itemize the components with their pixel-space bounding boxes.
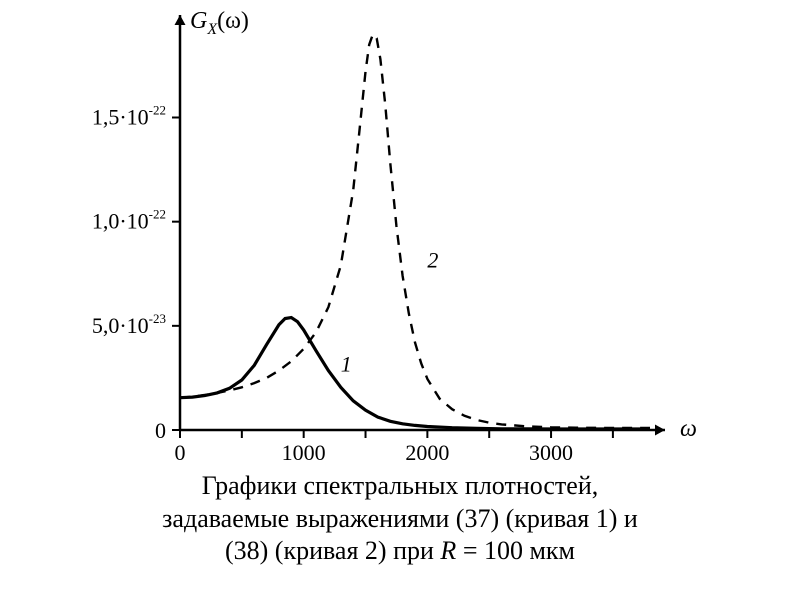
- figure-root: 0 1000 2000 3000 0 5,0·10-23 1,0·10-22 1,5·10-2…: [0, 0, 800, 600]
- y-axis-label: GX(ω): [190, 8, 249, 38]
- x-tick-label: 2000: [405, 440, 449, 465]
- x-tick-label: 1000: [282, 440, 326, 465]
- y-tick-label: 1,0·10-22: [92, 207, 166, 234]
- caption-line: Графики спектральных плотностей,: [40, 470, 760, 503]
- y-axis-arrow: [175, 15, 186, 25]
- y-tick-label: 0: [155, 418, 166, 443]
- caption-line: (38) (кривая 2) при R = 100 мкм: [40, 535, 760, 568]
- curve-label-2: 2: [427, 248, 438, 273]
- x-axis-label: ω: [680, 416, 697, 442]
- curve-label-1: 1: [341, 352, 352, 377]
- x-tick-label: 3000: [529, 440, 573, 465]
- x-axis-arrow: [655, 425, 665, 436]
- caption-var-R: R: [440, 536, 456, 565]
- plot-canvas: 0 1000 2000 3000 0 5,0·10-23 1,0·10-22 1,5·10-2…: [0, 0, 800, 470]
- x-tick-label: 0: [175, 440, 186, 465]
- curve-1: [180, 318, 650, 430]
- caption-line: задаваемые выражениями (37) (кривая 1) и: [40, 503, 760, 536]
- figure-caption: Графики спектральных плотностей,задаваем…: [40, 470, 760, 568]
- y-tick-label: 1,5·10-22: [92, 103, 166, 130]
- y-tick-label: 5,0·10-23: [92, 311, 166, 338]
